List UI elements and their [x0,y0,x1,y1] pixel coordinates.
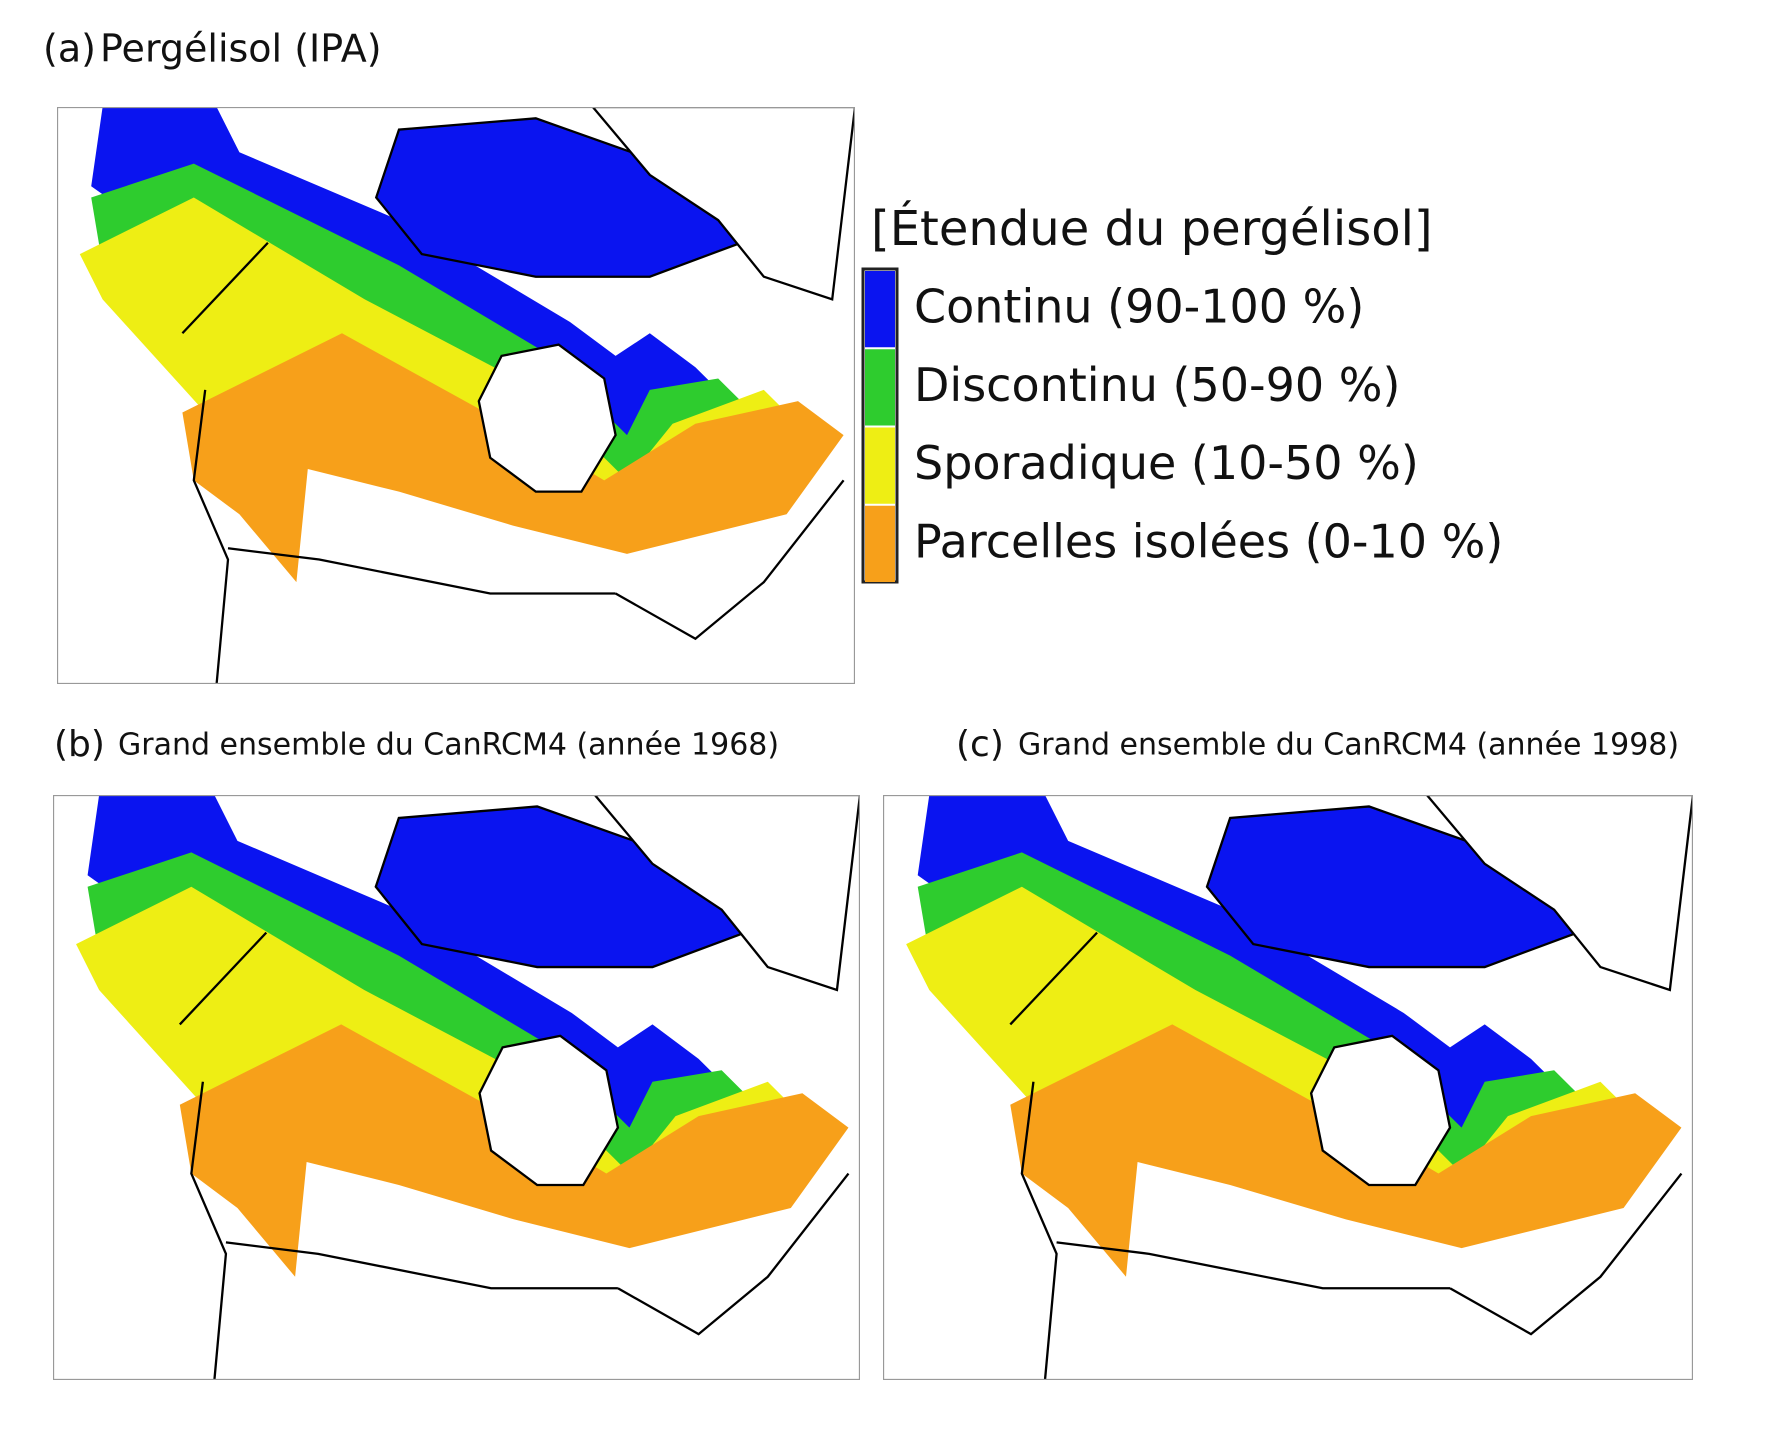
coast [192,389,230,684]
map-frame [57,107,855,684]
permafrost-zone [906,886,1624,1231]
legend-swatch [865,427,895,504]
legend-title: [Étendue du pergélisol] [871,200,1433,257]
hudson-bay [1309,1034,1452,1187]
legend-swatch [865,271,895,348]
border [225,1241,618,1290]
map [53,795,860,1380]
permafrost-zone [76,886,791,1231]
permafrost-zone [79,197,787,537]
border [227,547,616,595]
hudson-bay [477,343,617,493]
map [883,795,1693,1380]
legend-swatch [865,505,895,582]
border [178,931,268,1026]
border [1056,1241,1450,1290]
panel-title: Grand ensemble du CanRCM4 (année 1968) [118,728,779,763]
coast [1449,1172,1683,1336]
panel-letter: (c) [956,724,1004,765]
border [1009,931,1098,1026]
coast [615,479,845,641]
greenland [591,107,855,301]
greenland [593,795,860,992]
panel-letter: (a) [43,27,96,71]
panel-title: Pergélisol (IPA) [100,27,382,71]
coast [617,1172,850,1336]
legend-label: Parcelles isolées (0-10 %) [914,514,1503,568]
coast [1020,1081,1058,1380]
coast [190,1081,228,1380]
legend-label: Discontinu (50-90 %) [914,358,1400,412]
map [57,107,855,684]
panel-letter: (b) [54,724,105,765]
legend-label: Sporadique (10-50 %) [914,436,1419,490]
legend-swatch [865,349,895,426]
legend-label: Continu (90-100 %) [914,280,1364,334]
hudson-bay [478,1034,620,1187]
greenland [1425,795,1693,992]
panel-title: Grand ensemble du CanRCM4 (année 1998) [1018,728,1679,763]
border [181,241,269,335]
